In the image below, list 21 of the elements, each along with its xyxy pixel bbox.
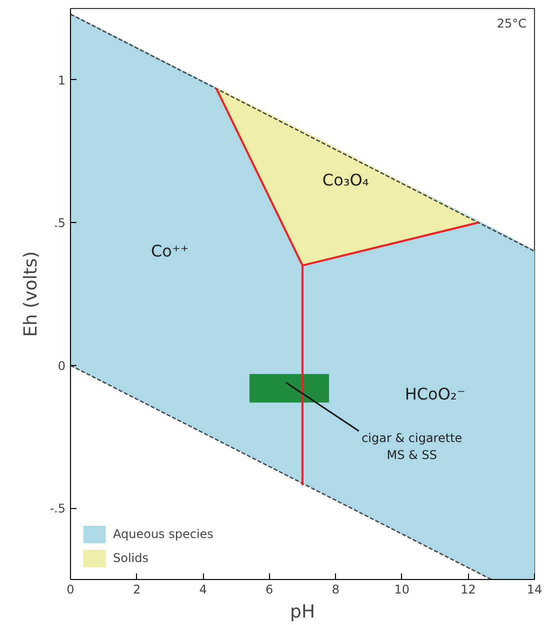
x-tick-label: 6 — [266, 582, 274, 596]
annotation: Co⁺⁺ — [151, 242, 189, 261]
x-tick-label: 0 — [66, 582, 74, 596]
annotation: 25°C — [496, 16, 527, 30]
y-tick-label: 0 — [58, 358, 66, 373]
annotation: Co₃O₄ — [322, 170, 369, 190]
x-tick-label: 2 — [132, 582, 141, 596]
x-tick-label: 14 — [526, 582, 542, 596]
legend-label: Aqueous species — [113, 527, 214, 541]
y-tick-label: 1 — [58, 73, 66, 88]
y-axis-title: Eh (volts) — [20, 251, 42, 337]
annotation: HCoO₂⁻ — [404, 384, 466, 404]
y-tick-label: -.5 — [50, 502, 66, 516]
x-tick-label: 12 — [460, 582, 476, 596]
y-tick-label: .5 — [54, 216, 66, 230]
annotation: cigar & cigarette MS & SS — [362, 431, 462, 462]
x-tick-label: 4 — [199, 582, 207, 596]
x-tick-label: 8 — [332, 582, 340, 596]
x-axis-title: pH — [290, 602, 315, 622]
x-tick-label: 10 — [394, 582, 410, 596]
legend-label: Solids — [113, 551, 148, 565]
